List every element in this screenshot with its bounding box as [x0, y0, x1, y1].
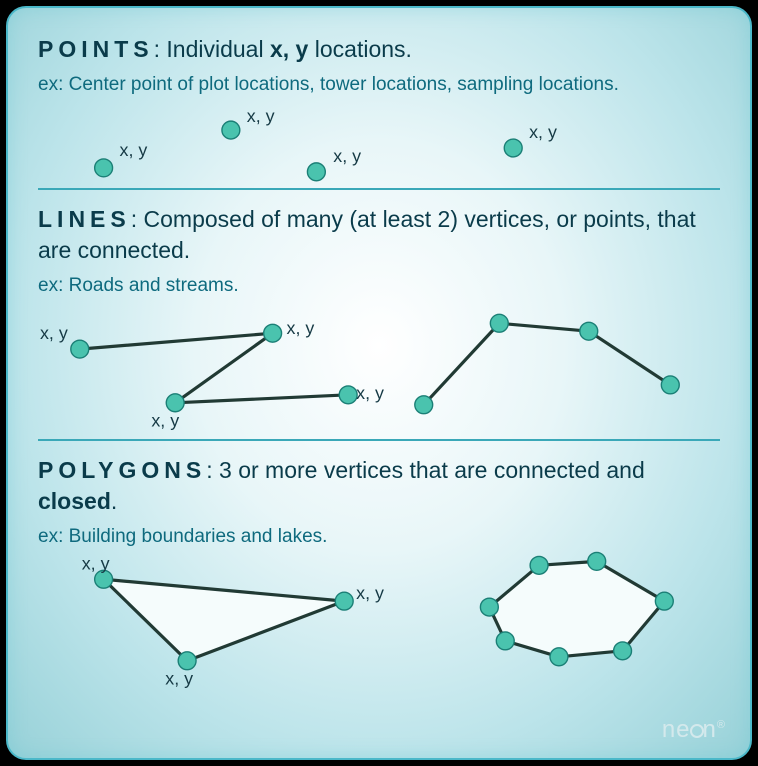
svg-text:x, y: x, y — [165, 669, 193, 689]
svg-text:x, y: x, y — [529, 122, 557, 142]
polygons-diagram: x, y x, y x, y — [38, 549, 720, 699]
svg-text:x, y: x, y — [151, 410, 179, 430]
logo-ring-icon — [690, 724, 704, 738]
svg-text:x, y: x, y — [356, 382, 384, 402]
lines-term: LINES — [38, 206, 131, 232]
neon-logo: nen® — [662, 716, 726, 744]
infographic-card: POINTS: Individual x, y locations. ex: C… — [6, 6, 752, 760]
svg-text:x, y: x, y — [120, 140, 148, 160]
svg-text:x, y: x, y — [356, 583, 384, 603]
points-title: POINTS: Individual x, y locations. — [38, 34, 720, 65]
svg-text:x, y: x, y — [82, 554, 110, 574]
svg-text:x, y: x, y — [247, 106, 275, 126]
lines-title: LINES: Composed of many (at least 2) ver… — [38, 204, 720, 266]
polygons-term: POLYGONS — [38, 457, 206, 483]
polygons-example: ex: Building boundaries and lakes. — [38, 525, 720, 550]
section-points: POINTS: Individual x, y locations. ex: C… — [38, 34, 720, 188]
points-example: ex: Center point of plot locations, towe… — [38, 73, 720, 98]
lines-example: ex: Roads and streams. — [38, 274, 720, 299]
points-diagram: x, y x, y x, y x, y — [38, 98, 720, 188]
points-term: POINTS — [38, 36, 154, 62]
svg-text:x, y: x, y — [40, 323, 68, 343]
section-lines: LINES: Composed of many (at least 2) ver… — [38, 190, 720, 439]
svg-text:x, y: x, y — [333, 146, 361, 166]
svg-text:x, y: x, y — [287, 318, 315, 338]
section-polygons: POLYGONS: 3 or more vertices that are co… — [38, 441, 720, 700]
lines-diagram: x, y x, y x, y x, y — [38, 299, 720, 439]
polygons-title: POLYGONS: 3 or more vertices that are co… — [38, 455, 720, 517]
